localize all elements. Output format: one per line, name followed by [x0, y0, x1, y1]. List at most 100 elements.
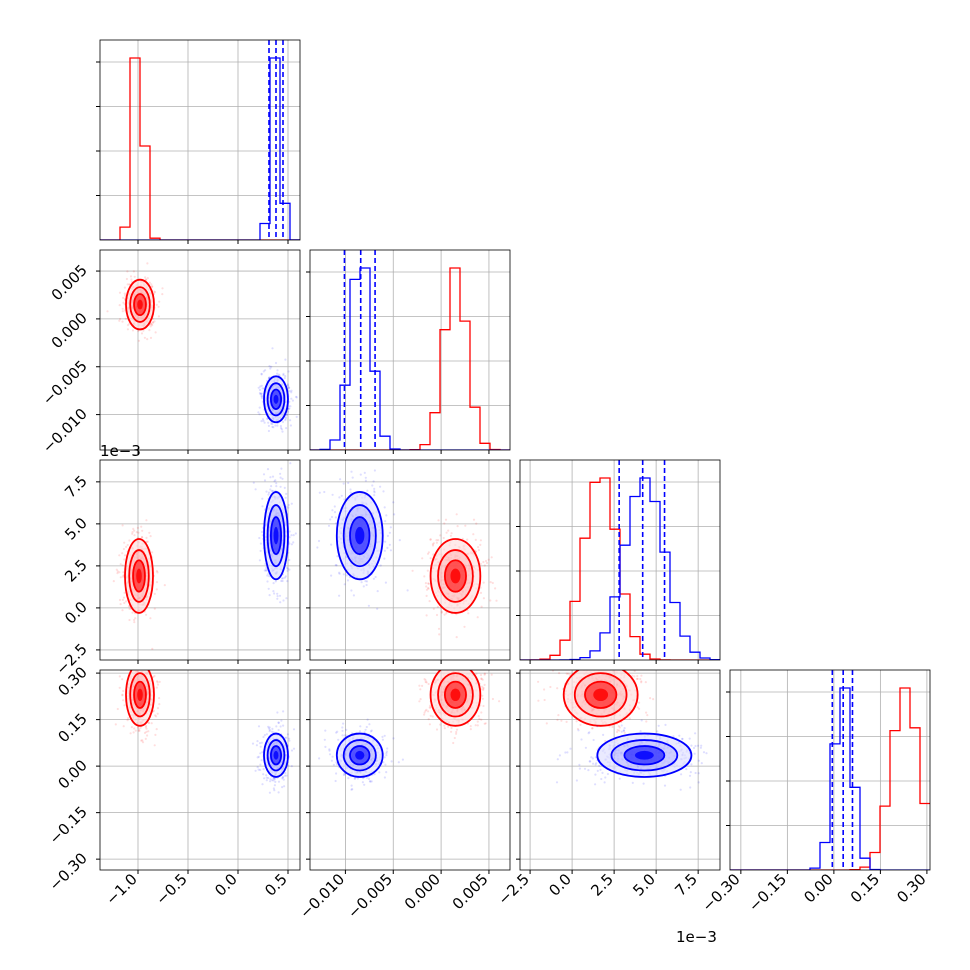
sample-point [333, 510, 337, 514]
sample-point [634, 641, 636, 643]
sample-point [288, 739, 291, 742]
sample-point [425, 594, 428, 598]
sample-point [482, 704, 485, 708]
sample-point [429, 538, 432, 541]
sample-point [567, 672, 570, 675]
sample-point [330, 515, 334, 519]
sample-point [581, 644, 583, 646]
sample-point [139, 665, 141, 667]
sample-point [268, 791, 271, 794]
sample-point [398, 539, 401, 542]
sample-point [129, 275, 133, 278]
sample-point [273, 784, 276, 787]
sample-point [272, 590, 275, 593]
sample-point [383, 776, 386, 779]
sample-point [477, 546, 480, 549]
sample-point [149, 336, 153, 339]
sample-point [130, 660, 132, 662]
sample-point [115, 568, 118, 571]
sample-point [431, 543, 434, 546]
red-contour [584, 680, 618, 709]
sample-point [278, 594, 282, 597]
sample-point [131, 531, 134, 534]
sample-point [429, 704, 432, 707]
sample-point [271, 727, 274, 731]
sample-point [263, 777, 266, 780]
sample-point [383, 734, 386, 737]
sample-point [385, 771, 388, 774]
sample-point [330, 759, 333, 762]
sample-point [123, 554, 127, 557]
sample-point [147, 721, 150, 724]
sample-point [418, 684, 421, 687]
sample-point [279, 472, 282, 475]
sample-point [290, 534, 293, 537]
sample-point [649, 649, 651, 651]
sample-point [644, 681, 647, 684]
red-contour [429, 670, 482, 727]
sample-point [491, 581, 494, 585]
sample-point [427, 586, 430, 590]
blue-histogram [100, 57, 300, 240]
sample-point [268, 365, 271, 368]
sample-point [469, 667, 471, 669]
sample-point [429, 557, 432, 560]
sample-point [148, 329, 151, 332]
sample-point [254, 488, 257, 491]
sample-point [280, 467, 283, 470]
sample-point [331, 509, 334, 512]
sample-point [153, 744, 156, 747]
sample-point [270, 365, 273, 368]
sample-point [292, 728, 296, 731]
sample-point [571, 666, 573, 668]
sample-point [257, 386, 260, 389]
sample-point [262, 768, 265, 771]
sample-point [638, 701, 641, 704]
histogram-panel-2 [306, 249, 511, 454]
sample-point [611, 725, 614, 729]
sample-point [260, 392, 263, 395]
sample-point [645, 720, 648, 723]
sample-point [122, 699, 125, 702]
sample-point [266, 468, 270, 471]
sample-point [287, 503, 290, 507]
sample-point [270, 730, 273, 733]
sample-point [251, 742, 255, 745]
sample-point [136, 526, 139, 530]
sample-point [462, 664, 464, 666]
sample-point [382, 490, 385, 493]
sample-point [443, 724, 446, 727]
sample-point [618, 649, 620, 651]
sample-point [373, 469, 376, 472]
sample-point [424, 709, 427, 712]
sample-point [276, 595, 279, 598]
sample-point [435, 613, 439, 617]
sample-point [474, 538, 477, 542]
sample-point [556, 718, 559, 722]
sample-point [366, 489, 369, 492]
blue-contour [342, 504, 377, 568]
blue-contour [263, 732, 289, 778]
sample-point [335, 772, 338, 775]
sample-point [270, 422, 273, 425]
sample-point [604, 739, 607, 743]
sample-point [358, 730, 362, 733]
sample-point [151, 551, 154, 554]
sample-point [267, 727, 270, 730]
red-contour [562, 670, 639, 727]
sample-point [423, 575, 426, 578]
sample-point [427, 582, 430, 585]
blue-density-core [273, 526, 279, 545]
sample-point [267, 421, 270, 424]
sample-point [279, 725, 282, 728]
sample-point [467, 612, 470, 615]
sample-point [339, 478, 342, 481]
sample-point [332, 763, 335, 766]
sample-point [261, 751, 264, 754]
sample-point [480, 677, 483, 681]
sample-point [364, 479, 367, 482]
sample-point [283, 785, 286, 788]
sample-point [431, 666, 433, 668]
sample-point [269, 778, 272, 781]
sample-point [345, 574, 348, 577]
